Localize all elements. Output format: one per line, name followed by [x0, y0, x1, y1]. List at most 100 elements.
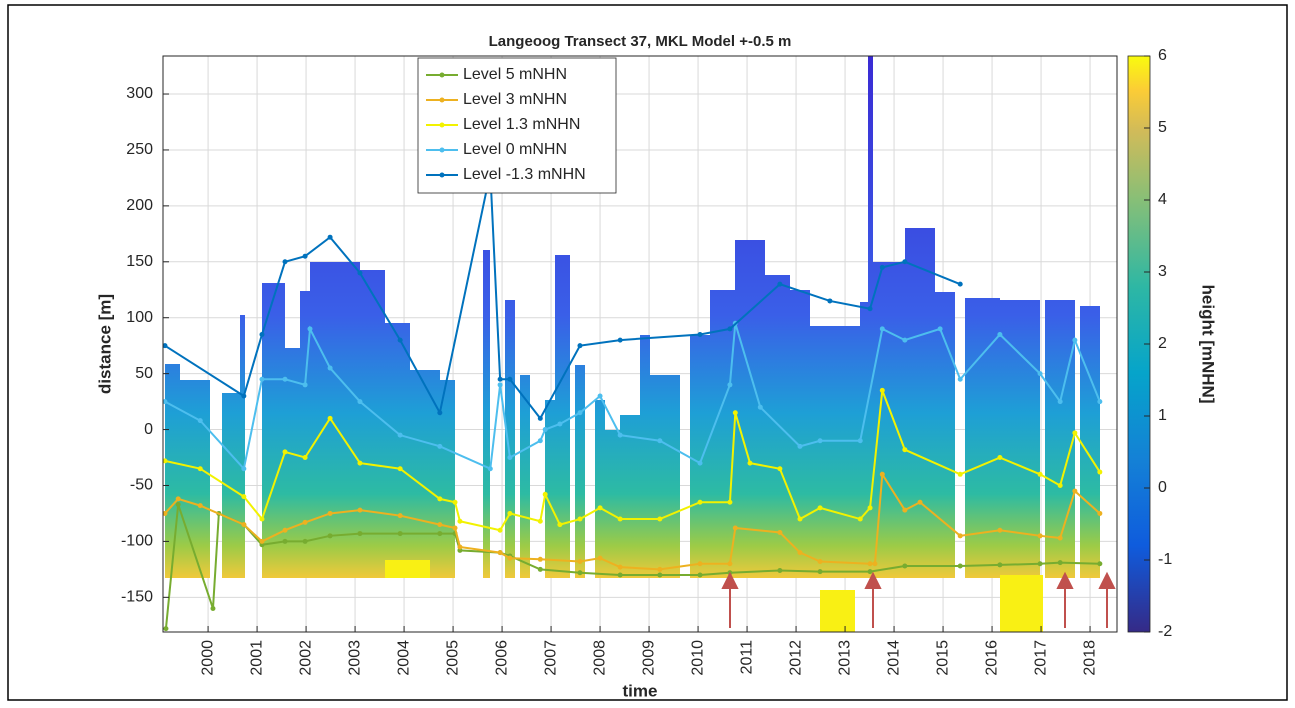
x-tick-label: 2003: [346, 640, 363, 676]
heat-patch: [860, 302, 870, 578]
series-marker: [857, 516, 863, 522]
series-marker: [1057, 535, 1063, 541]
series-marker: [797, 516, 803, 522]
series-marker: [577, 410, 583, 416]
series-marker: [397, 513, 403, 519]
series-marker: [357, 531, 363, 537]
series-marker: [697, 499, 703, 505]
heat-patch: [520, 375, 530, 578]
series-marker: [327, 365, 333, 371]
series-marker: [827, 298, 833, 304]
series-marker: [902, 507, 908, 513]
legend-label: Level 1.3 mNHN: [463, 116, 580, 133]
legend-marker: [439, 172, 445, 178]
series-marker: [657, 438, 663, 444]
heat-patch: [505, 300, 515, 578]
series-marker: [1057, 482, 1063, 488]
frame: [7, 4, 1288, 701]
arrow-head: [864, 571, 882, 589]
series-marker: [732, 525, 738, 531]
series-marker: [327, 510, 333, 516]
y-tick-label: 300: [126, 85, 153, 102]
series-marker: [302, 455, 308, 461]
series-marker: [1072, 488, 1078, 494]
x-tick-label: 2008: [591, 640, 608, 676]
y-tick-label: 100: [126, 309, 153, 326]
series-marker: [163, 510, 168, 516]
series-marker: [497, 550, 503, 556]
y-tick-label: 200: [126, 197, 153, 214]
series-marker: [163, 343, 168, 349]
x-tick-label: 2011: [738, 640, 755, 675]
y-tick-label: -150: [121, 589, 153, 606]
series-marker: [307, 326, 313, 332]
series-marker: [457, 544, 463, 550]
x-tick-label: 2001: [248, 640, 265, 676]
series-marker: [617, 432, 623, 438]
x-tick-label: 2010: [689, 640, 706, 676]
series-marker: [917, 499, 923, 505]
series-marker: [241, 494, 247, 500]
series-marker: [357, 460, 363, 466]
colorbar-tick-label: 3: [1158, 263, 1167, 280]
x-tick-label: 2013: [836, 640, 853, 676]
x-tick-label: 2018: [1081, 640, 1098, 676]
series-marker: [302, 538, 308, 544]
heat-patch: [285, 348, 300, 578]
heat-patch: [385, 560, 430, 578]
series-marker: [1097, 399, 1103, 405]
colorbar-tick-label: -1: [1158, 551, 1172, 568]
series-marker: [437, 443, 443, 449]
series-marker: [210, 606, 216, 612]
series-marker: [259, 331, 265, 337]
series-marker: [197, 503, 203, 509]
series-marker: [397, 337, 403, 343]
colorbar-tick-label: 0: [1158, 479, 1167, 496]
y-tick-label: 50: [135, 365, 153, 382]
heat-patch: [262, 283, 285, 578]
colorbar-tick-label: 6: [1158, 47, 1167, 64]
series-marker: [397, 432, 403, 438]
heat-patch: [595, 400, 605, 578]
series-marker: [867, 306, 873, 312]
legend-marker: [439, 122, 445, 128]
x-tick-label: 2016: [983, 640, 1000, 676]
arrow-head: [1098, 571, 1116, 589]
x-tick-label: 2012: [787, 640, 804, 676]
heat-patch: [410, 370, 440, 578]
heat-patch: [300, 291, 310, 578]
series-marker: [997, 455, 1003, 461]
series-marker: [697, 331, 703, 337]
legend-label: Level -1.3 mNHN: [463, 166, 586, 183]
series-marker: [1097, 510, 1103, 516]
series-marker: [241, 466, 247, 472]
heat-patch: [575, 365, 585, 578]
series-marker: [902, 447, 908, 453]
series-marker: [457, 518, 463, 524]
series-marker: [997, 331, 1003, 337]
series-marker: [857, 438, 863, 444]
heat-patch: [905, 228, 935, 578]
series-marker: [507, 376, 513, 382]
series-marker: [697, 561, 703, 567]
heat-patch: [765, 275, 790, 578]
series-marker: [282, 376, 288, 382]
y-tick-label: -100: [121, 533, 153, 550]
series-marker: [867, 569, 873, 575]
series-marker: [577, 343, 583, 349]
series-marker: [175, 501, 181, 507]
series-marker: [1057, 399, 1063, 405]
series-marker: [282, 538, 288, 544]
series-marker: [437, 496, 443, 502]
x-tick-label: 2009: [640, 640, 657, 676]
series-marker: [1037, 471, 1043, 477]
series-marker: [282, 527, 288, 533]
series-marker: [357, 270, 363, 276]
heat-patch: [640, 335, 650, 578]
y-tick-label: -50: [130, 477, 153, 494]
series-marker: [537, 518, 543, 524]
series-marker: [487, 466, 493, 472]
series-marker: [872, 561, 878, 567]
series-marker: [1097, 561, 1103, 567]
series-marker: [879, 264, 885, 270]
